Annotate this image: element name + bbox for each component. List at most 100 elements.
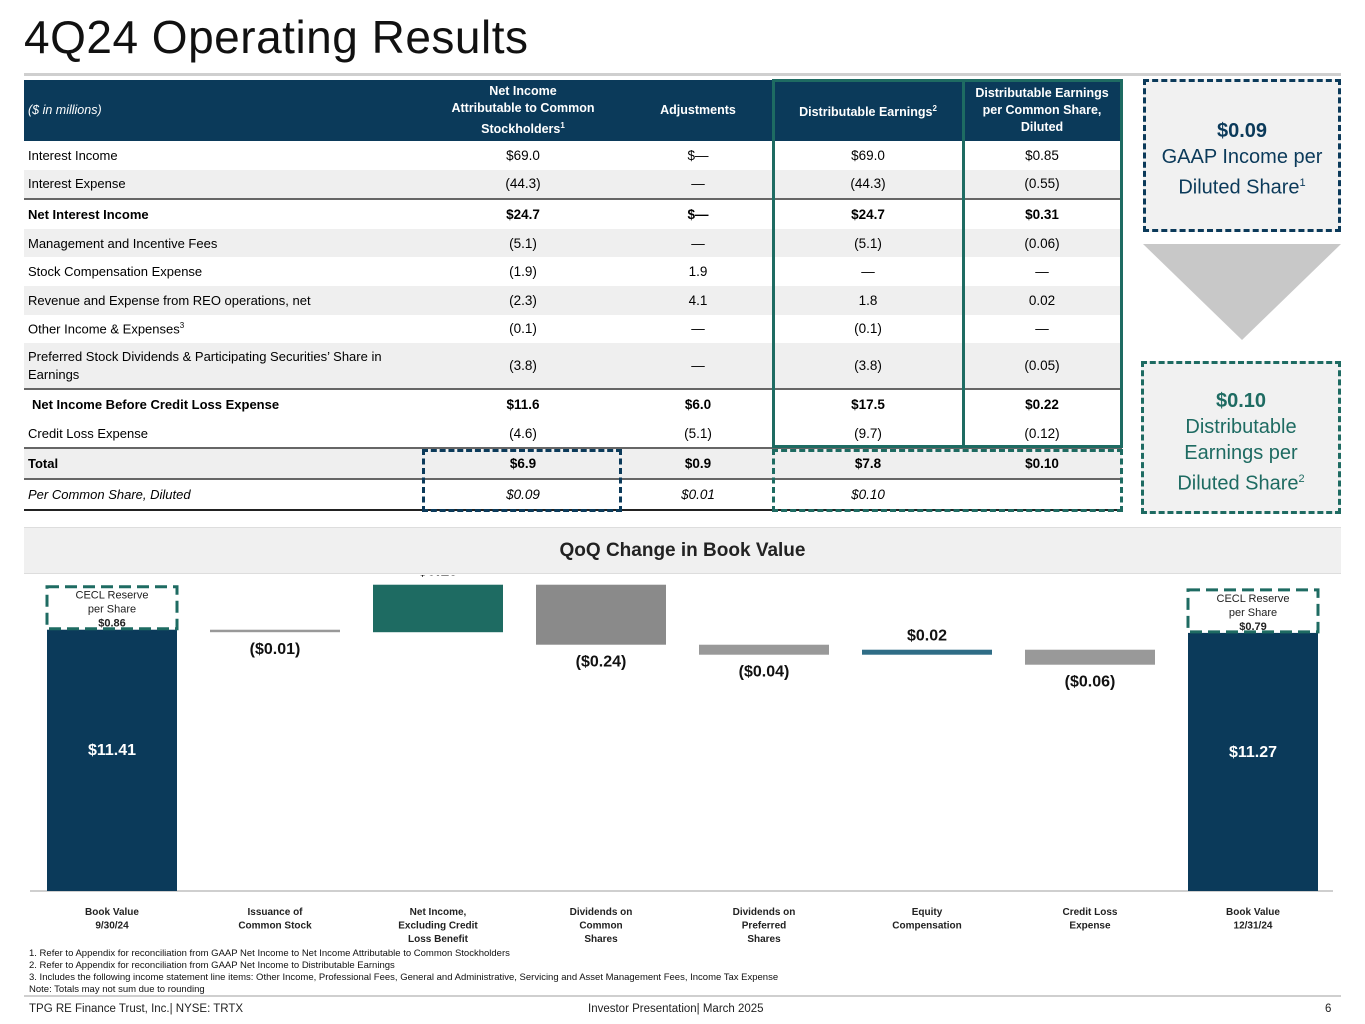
cell-c1: (0.1) [509,321,537,337]
table-row: Per Common Share, Diluted $0.09 $0.01 $0.10 [24,477,1122,511]
row-label: Stock Compensation Expense [28,264,203,280]
cell-c2: 4.1 [622,285,774,315]
de-callout-label-1: Distributable [1185,416,1297,438]
x-tick-label: Shares [747,934,781,945]
bar-value-label: ($0.06) [1065,674,1116,691]
cell-c3: $7.8 [774,447,962,479]
cell-c3: (9.7) [854,425,882,441]
header-de-per-share: Distributable Earnings per Common Share, D… [962,80,1122,141]
chart-title: QoQ Change in Book Value [24,527,1341,574]
cell-c1: $0.09 [424,477,622,511]
cell-c2: $— [687,147,709,163]
down-arrow-icon [1143,244,1341,340]
footer-presentation: Investor Presentation| March 2025 [588,1003,764,1015]
footnote: 2. Refer to Appendix for reconciliation … [29,960,395,971]
cecl-reserve-value: $0.86 [98,618,126,630]
x-tick-label: Expense [1069,921,1111,932]
table-row: Stock Compensation Expense (1.9) 1.9 — — [24,257,1122,286]
de-callout-value: $0.10 [1215,390,1267,412]
bar-value-label: ($0.24) [576,654,627,671]
bar-value-label: ($0.01) [250,641,301,658]
table-header-row: ($ in millions) Net Income Attributable t… [24,80,1122,141]
bar-delta [1025,649,1155,665]
table-row: Preferred Stock Dividends & Participatin… [24,343,1122,390]
row-label: Interest Income [28,147,118,163]
cell-c2: — [622,169,774,200]
bar-delta [373,584,503,633]
x-tick-label: Book Value [1226,907,1280,918]
x-tick-label: Book Value [85,907,139,918]
x-tick-label: Excluding Credit [398,921,478,932]
bar-value-label: ($0.04) [739,664,790,681]
cell-c4: (0.05) [962,343,1122,390]
cell-c4: $0.31 [962,198,1122,229]
cell-c3: $17.5 [774,388,962,419]
bar-delta [699,644,829,655]
row-label: Other Income & Expenses3 [28,321,185,337]
cell-c1: (5.1) [424,228,622,258]
cell-c1: (2.3) [424,285,622,315]
cell-c4: — [1035,321,1049,337]
footer-divider [24,995,1341,997]
header-net-income: Net Income Attributable to Common Stockhol… [424,80,622,141]
x-tick-label: Shares [584,934,618,945]
table-row: Interest Income $69.0 $— $69.0 $0.85 [24,141,1122,170]
table-row: Net Income Before Credit Loss Expense $11… [24,388,1122,419]
row-label: Net Interest Income [24,198,424,229]
footnote: Note: Totals may not sum due to rounding [29,984,205,995]
table-row: Revenue and Expense from REO operations,… [24,285,1122,315]
de-per-share-column-highlight [962,79,1123,448]
cell-c4 [962,477,1122,511]
gaap-income-label-2: Diluted Share1 [1178,176,1306,199]
book-value-bridge-chart: $11.41 CECL Reserve per Share $0.86 Book Val… [30,575,1333,945]
cell-c2: $0.01 [622,477,774,511]
cecl-reserve-box [1186,588,1320,634]
bar-total [47,629,177,891]
table-row: Management and Incentive Fees (5.1) — (5.1)… [24,228,1122,258]
cell-c3: (5.1) [774,228,962,258]
cell-c3: (44.3) [774,169,962,200]
bar-delta [536,584,666,645]
row-label: Preferred Stock Dividends & Participatin… [24,343,424,390]
header-adjustments: Adjustments [622,80,774,141]
cell-c2: — [622,343,774,390]
de-callout-label-3: Diluted Share2 [1177,472,1305,495]
cell-c4: (0.12) [1024,425,1060,441]
cell-c2: — [691,321,705,337]
x-tick-label: 12/31/24 [1234,921,1273,932]
x-tick-label: Common [579,921,622,932]
footnote: 3. Includes the following income stateme… [29,972,779,983]
cecl-reserve-box [45,585,179,631]
bar-value-label: $0.02 [907,628,947,645]
cell-c2: $— [622,198,774,229]
x-tick-label: Equity [912,907,943,918]
x-tick-label: Loss Benefit [408,934,469,945]
cecl-reserve-label: CECL Reserve [1217,593,1290,605]
cell-c3: (0.1) [854,321,882,337]
table-row: Net Interest Income $24.7 $— $24.7 $0.31 [24,198,1122,229]
cell-c2: 1.9 [688,264,708,280]
table-row: Credit Loss Expense (4.6) (5.1) (9.7) (0.12) [24,419,1122,449]
cell-c1: $11.6 [424,388,622,419]
x-tick-label: Preferred [742,921,786,932]
cell-c1: $24.7 [424,198,622,229]
de-per-share-highlight [772,449,1123,512]
row-label: Per Common Share, Diluted [24,477,424,511]
title-divider [24,73,1341,76]
cell-c4: (0.55) [962,169,1122,200]
x-tick-label: Credit Loss [1062,907,1117,918]
cell-c4: — [1035,264,1049,280]
cecl-reserve-value: $0.79 [1239,621,1267,633]
operating-results-table: ($ in millions) Net Income Attributable t… [24,80,1122,511]
page-title: 4Q24 Operating Results [24,11,529,63]
x-tick-label: Issuance of [247,907,303,918]
x-tick-label: Compensation [892,921,961,932]
x-tick-label: Common Stock [238,921,312,932]
cell-c2: — [622,228,774,258]
gaap-income-callout: $0.09 GAAP Income per Diluted Share1 [1143,79,1341,232]
cell-c1: (44.3) [424,169,622,200]
x-tick-label: 9/30/24 [95,921,129,932]
de-callout-label-2: Earnings per [1184,442,1298,464]
x-tick-label: Dividends on [733,907,796,918]
gaap-income-value: $0.09 [1216,120,1268,142]
